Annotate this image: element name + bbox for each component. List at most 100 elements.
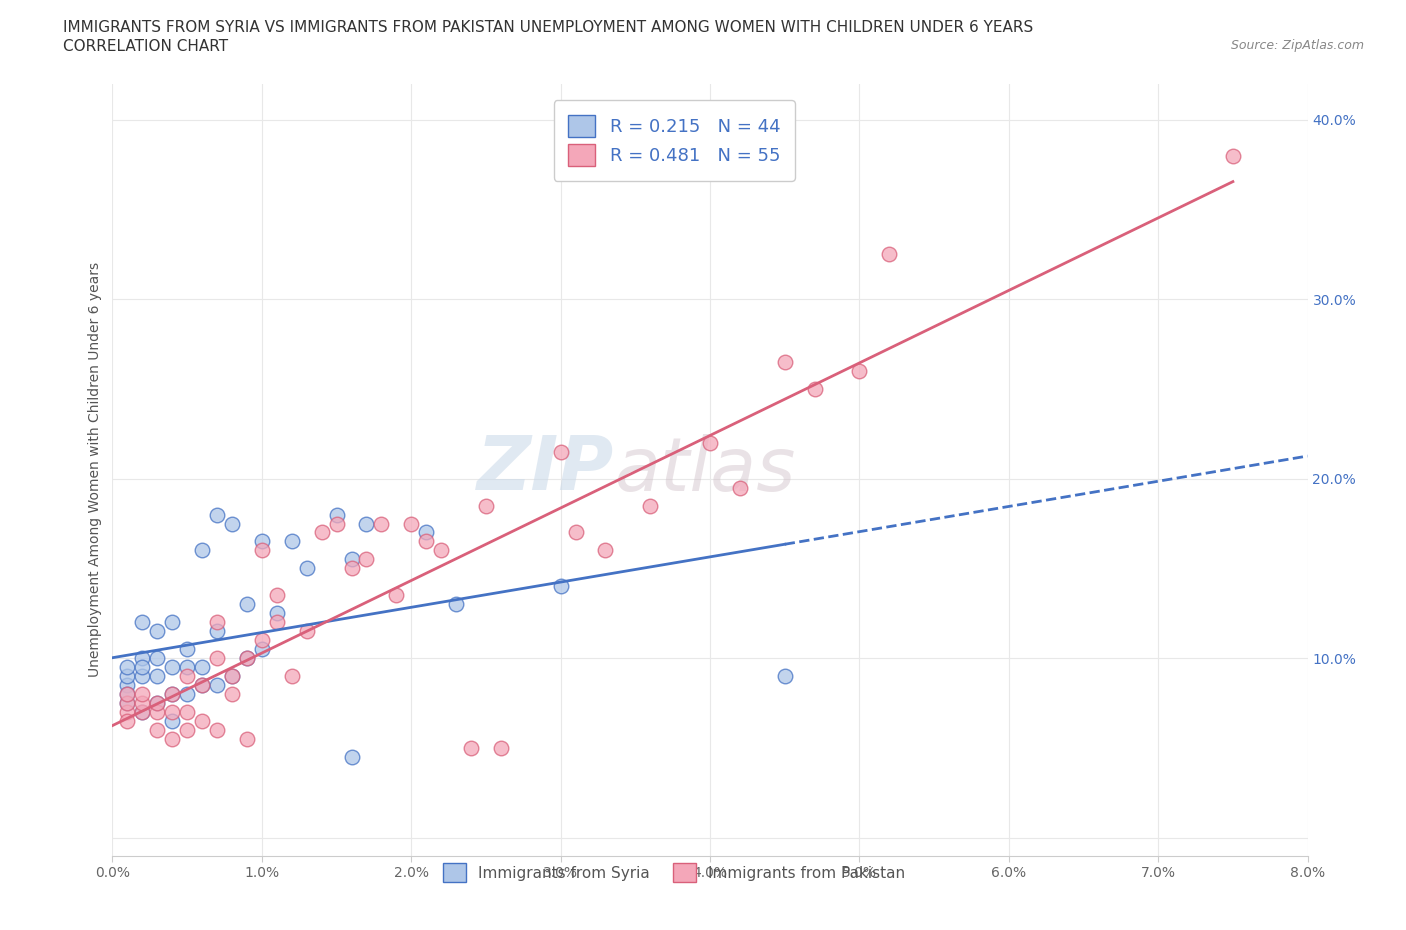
- Text: IMMIGRANTS FROM SYRIA VS IMMIGRANTS FROM PAKISTAN UNEMPLOYMENT AMONG WOMEN WITH : IMMIGRANTS FROM SYRIA VS IMMIGRANTS FROM…: [63, 20, 1033, 35]
- Point: [221, 669, 243, 684]
- Point: [356, 552, 378, 567]
- Point: [295, 561, 318, 576]
- Point: [131, 696, 153, 711]
- Point: [205, 624, 228, 639]
- Point: [131, 651, 153, 666]
- Point: [205, 507, 228, 522]
- Point: [1222, 148, 1244, 163]
- Point: [415, 525, 437, 540]
- Legend: Immigrants from Syria, Immigrants from Pakistan: Immigrants from Syria, Immigrants from P…: [430, 851, 918, 895]
- Point: [340, 552, 363, 567]
- Point: [236, 651, 259, 666]
- Point: [550, 445, 572, 459]
- Point: [489, 740, 512, 755]
- Point: [370, 516, 392, 531]
- Point: [295, 624, 318, 639]
- Point: [176, 669, 198, 684]
- Point: [117, 705, 139, 720]
- Point: [191, 678, 214, 693]
- Point: [131, 705, 153, 720]
- Point: [117, 713, 139, 728]
- Point: [848, 364, 870, 379]
- Point: [340, 750, 363, 764]
- Point: [281, 669, 304, 684]
- Point: [236, 732, 259, 747]
- Point: [117, 686, 139, 701]
- Point: [221, 516, 243, 531]
- Point: [325, 507, 347, 522]
- Point: [221, 686, 243, 701]
- Point: [595, 543, 617, 558]
- Point: [176, 642, 198, 657]
- Point: [146, 723, 169, 737]
- Point: [131, 705, 153, 720]
- Point: [250, 543, 273, 558]
- Point: [146, 651, 169, 666]
- Point: [176, 659, 198, 674]
- Point: [430, 543, 453, 558]
- Point: [205, 678, 228, 693]
- Point: [803, 381, 825, 396]
- Point: [191, 659, 214, 674]
- Point: [415, 534, 437, 549]
- Point: [131, 686, 153, 701]
- Point: [356, 516, 378, 531]
- Point: [146, 696, 169, 711]
- Point: [131, 669, 153, 684]
- Point: [460, 740, 482, 755]
- Y-axis label: Unemployment Among Women with Children Under 6 years: Unemployment Among Women with Children U…: [89, 262, 103, 677]
- Text: CORRELATION CHART: CORRELATION CHART: [63, 39, 228, 54]
- Point: [191, 678, 214, 693]
- Point: [311, 525, 333, 540]
- Point: [266, 588, 288, 603]
- Point: [877, 246, 901, 261]
- Point: [162, 615, 183, 630]
- Point: [325, 516, 347, 531]
- Point: [401, 516, 423, 531]
- Point: [475, 498, 498, 513]
- Point: [205, 723, 228, 737]
- Point: [773, 354, 796, 369]
- Point: [221, 669, 243, 684]
- Point: [191, 713, 214, 728]
- Point: [236, 651, 259, 666]
- Point: [699, 435, 721, 450]
- Point: [444, 597, 467, 612]
- Point: [162, 705, 183, 720]
- Point: [146, 669, 169, 684]
- Point: [117, 686, 139, 701]
- Point: [162, 713, 183, 728]
- Point: [266, 615, 288, 630]
- Point: [117, 669, 139, 684]
- Point: [162, 732, 183, 747]
- Point: [162, 686, 183, 701]
- Point: [191, 543, 214, 558]
- Point: [162, 686, 183, 701]
- Point: [250, 642, 273, 657]
- Text: ZIP: ZIP: [477, 433, 614, 506]
- Point: [205, 615, 228, 630]
- Point: [117, 696, 139, 711]
- Point: [162, 659, 183, 674]
- Point: [564, 525, 586, 540]
- Point: [117, 696, 139, 711]
- Point: [550, 578, 572, 593]
- Point: [146, 696, 169, 711]
- Point: [176, 705, 198, 720]
- Point: [236, 597, 259, 612]
- Point: [266, 605, 288, 620]
- Point: [131, 615, 153, 630]
- Point: [728, 480, 751, 495]
- Point: [176, 686, 198, 701]
- Point: [250, 632, 273, 647]
- Point: [340, 561, 363, 576]
- Point: [640, 498, 662, 513]
- Point: [250, 534, 273, 549]
- Point: [205, 651, 228, 666]
- Point: [281, 534, 304, 549]
- Text: atlas: atlas: [614, 433, 796, 506]
- Text: Source: ZipAtlas.com: Source: ZipAtlas.com: [1230, 39, 1364, 52]
- Point: [117, 659, 139, 674]
- Point: [117, 678, 139, 693]
- Point: [146, 624, 169, 639]
